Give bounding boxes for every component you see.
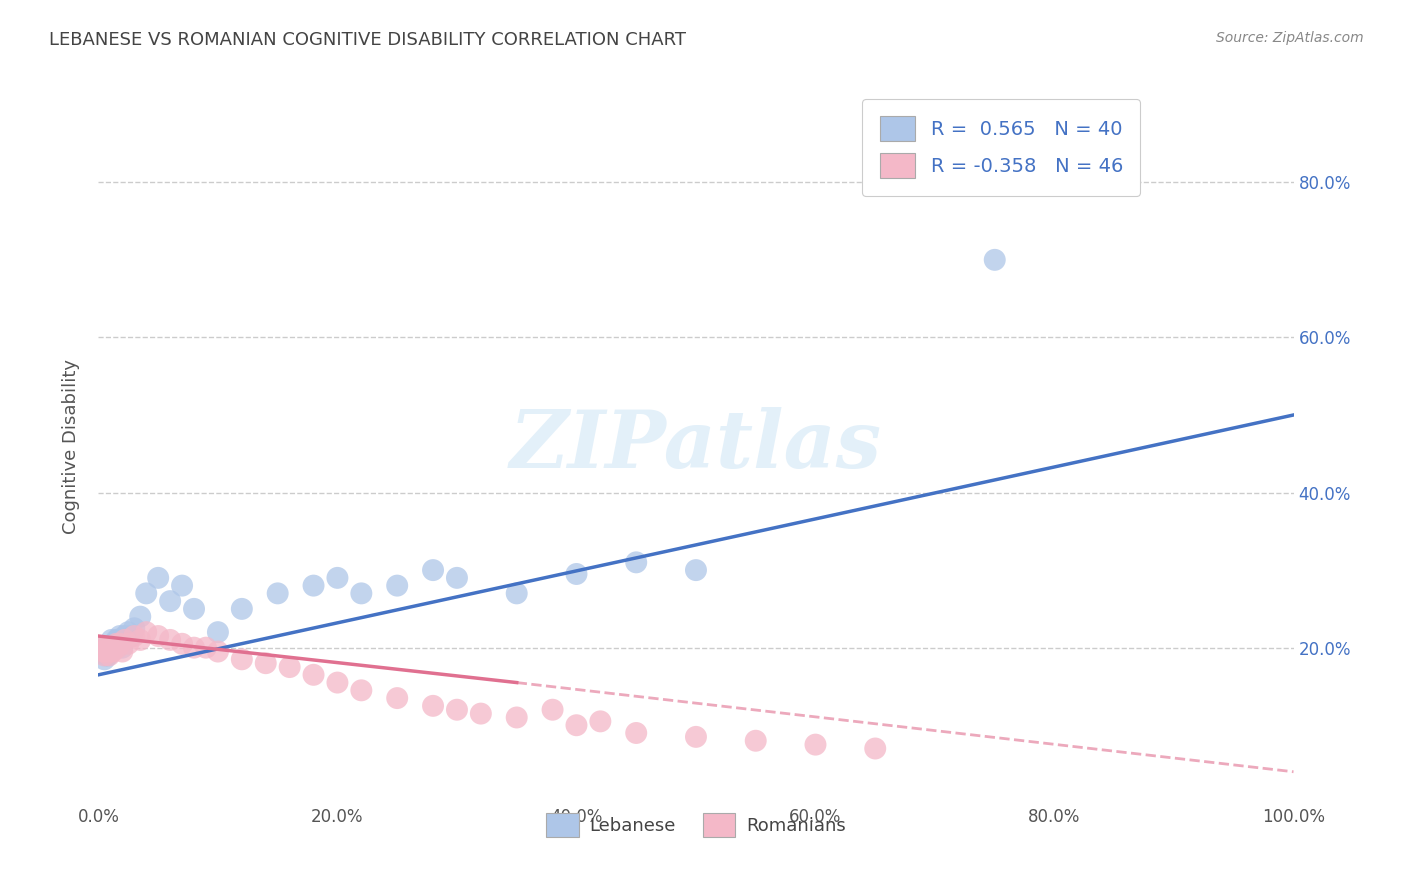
Point [98, 640, 122, 655]
Point [111, 644, 134, 658]
Point [626, 555, 648, 569]
Point [506, 710, 529, 724]
Point [506, 586, 529, 600]
Point [565, 566, 588, 581]
Point [302, 668, 325, 682]
Point [159, 632, 181, 647]
Text: ZIPatlas: ZIPatlas [510, 408, 882, 484]
Point [100, 632, 122, 647]
Point [114, 632, 136, 647]
Text: LEBANESE VS ROMANIAN COGNITIVE DISABILITY CORRELATION CHART: LEBANESE VS ROMANIAN COGNITIVE DISABILIT… [49, 31, 686, 49]
Point [589, 714, 612, 729]
Point [91, 640, 114, 655]
Point [91, 644, 114, 658]
Point [422, 563, 444, 577]
Point [865, 741, 887, 756]
Point [129, 632, 152, 647]
Point [107, 632, 129, 647]
Point [446, 571, 468, 585]
Point [207, 644, 229, 658]
Point [90, 644, 112, 658]
Legend: Lebanese, Romanians: Lebanese, Romanians [538, 806, 853, 844]
Point [984, 252, 1007, 267]
Point [129, 609, 152, 624]
Point [231, 652, 253, 666]
Point [124, 629, 146, 643]
Point [470, 706, 492, 721]
Point [91, 640, 114, 655]
Point [90, 640, 112, 655]
Point [446, 703, 468, 717]
Point [100, 644, 122, 658]
Point [98, 640, 122, 655]
Point [302, 579, 325, 593]
Point [111, 640, 134, 655]
Point [207, 625, 229, 640]
Point [97, 644, 120, 658]
Point [541, 703, 564, 717]
Point [385, 691, 409, 706]
Point [91, 644, 114, 658]
Point [183, 640, 205, 655]
Point [93, 648, 115, 663]
Point [94, 648, 117, 663]
Point [105, 637, 128, 651]
Point [326, 675, 349, 690]
Point [101, 640, 124, 655]
Point [108, 637, 131, 651]
Point [183, 602, 205, 616]
Point [422, 698, 444, 713]
Point [159, 594, 181, 608]
Point [278, 660, 301, 674]
Point [117, 637, 139, 651]
Text: Source: ZipAtlas.com: Source: ZipAtlas.com [1216, 31, 1364, 45]
Point [626, 726, 648, 740]
Point [94, 644, 117, 658]
Point [96, 640, 118, 655]
Point [121, 629, 143, 643]
Point [685, 563, 707, 577]
Point [103, 640, 125, 655]
Point [195, 640, 218, 655]
Point [135, 586, 157, 600]
Point [96, 644, 118, 658]
Point [108, 629, 131, 643]
Point [97, 648, 120, 663]
Point [117, 625, 139, 640]
Point [172, 579, 194, 593]
Point [93, 652, 115, 666]
Point [105, 632, 128, 647]
Point [148, 571, 170, 585]
Point [172, 637, 194, 651]
Point [267, 586, 290, 600]
Point [350, 586, 373, 600]
Point [685, 730, 707, 744]
Point [745, 733, 768, 747]
Y-axis label: Cognitive Disability: Cognitive Disability [62, 359, 80, 533]
Point [350, 683, 373, 698]
Point [135, 625, 157, 640]
Point [107, 640, 129, 655]
Point [385, 579, 409, 593]
Point [326, 571, 349, 585]
Point [124, 621, 146, 635]
Point [565, 718, 588, 732]
Point [98, 644, 121, 658]
Point [148, 629, 170, 643]
Point [98, 648, 121, 663]
Point [101, 644, 124, 658]
Point [254, 656, 277, 670]
Point [231, 602, 253, 616]
Point [114, 629, 136, 643]
Point [103, 637, 125, 651]
Point [804, 738, 827, 752]
